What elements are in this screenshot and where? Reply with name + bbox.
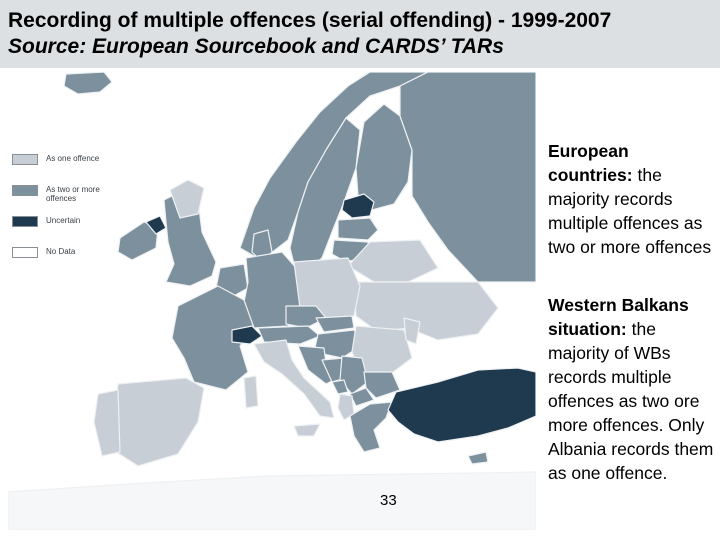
region-north-africa — [8, 471, 536, 530]
europe-map — [8, 72, 536, 530]
legend-swatch-no-data — [12, 247, 38, 258]
region-france — [171, 285, 255, 391]
legend-swatch-uncertain — [12, 216, 38, 227]
region-iceland — [63, 72, 113, 95]
legend-label-two-or-more: As two or more offences — [46, 185, 100, 203]
region-sardinia — [243, 375, 259, 409]
region-turkey — [387, 367, 536, 443]
western-balkans-body: the majority of WBs records multiple off… — [548, 319, 714, 483]
region-ukraine — [353, 281, 499, 341]
region-russia — [399, 72, 536, 283]
legend-swatch-one-offence — [12, 154, 38, 165]
region-bulgaria — [363, 371, 401, 399]
region-albania — [337, 393, 355, 421]
region-cyprus — [467, 451, 489, 465]
european-countries-body: the majority records multiple offences a… — [548, 165, 712, 257]
region-finland — [355, 103, 413, 211]
region-latvia — [337, 217, 379, 241]
region-macedonia — [349, 387, 375, 407]
region-ireland — [117, 221, 159, 261]
western-balkans-heading: Western Balkans situation: — [548, 295, 689, 339]
europe-map-svg — [8, 72, 536, 530]
legend-label-one-offence: As one offence — [46, 154, 100, 163]
european-countries-note: European countries: the majority records… — [548, 139, 718, 259]
region-scotland — [169, 179, 205, 219]
region-greece — [349, 401, 393, 453]
region-portugal — [93, 389, 121, 457]
region-sicily — [293, 423, 321, 437]
region-norway — [239, 72, 429, 257]
region-spain — [113, 377, 205, 467]
region-estonia — [341, 193, 375, 219]
page-number: 33 — [380, 492, 397, 509]
region-slovakia — [315, 315, 355, 333]
region-montenegro — [331, 379, 349, 395]
region-italy — [253, 339, 335, 419]
title-bar: Recording of multiple offences (serial o… — [0, 0, 720, 68]
slide-source: Source: European Sourcebook and CARDS’ T… — [8, 35, 504, 58]
region-moldova — [403, 317, 421, 345]
western-balkans-note: Western Balkans situation: the majority … — [548, 293, 718, 485]
region-serbia — [339, 355, 369, 395]
legend-label-uncertain: Uncertain — [46, 216, 81, 225]
legend-swatch-two-or-more — [12, 185, 38, 196]
legend-label-no-data: No Data — [46, 247, 76, 256]
region-switzerland — [231, 325, 263, 345]
slide-title: Recording of multiple offences (serial o… — [8, 9, 612, 32]
region-czechia — [285, 305, 327, 329]
european-countries-heading: European countries: — [548, 141, 633, 185]
region-austria — [257, 325, 321, 345]
